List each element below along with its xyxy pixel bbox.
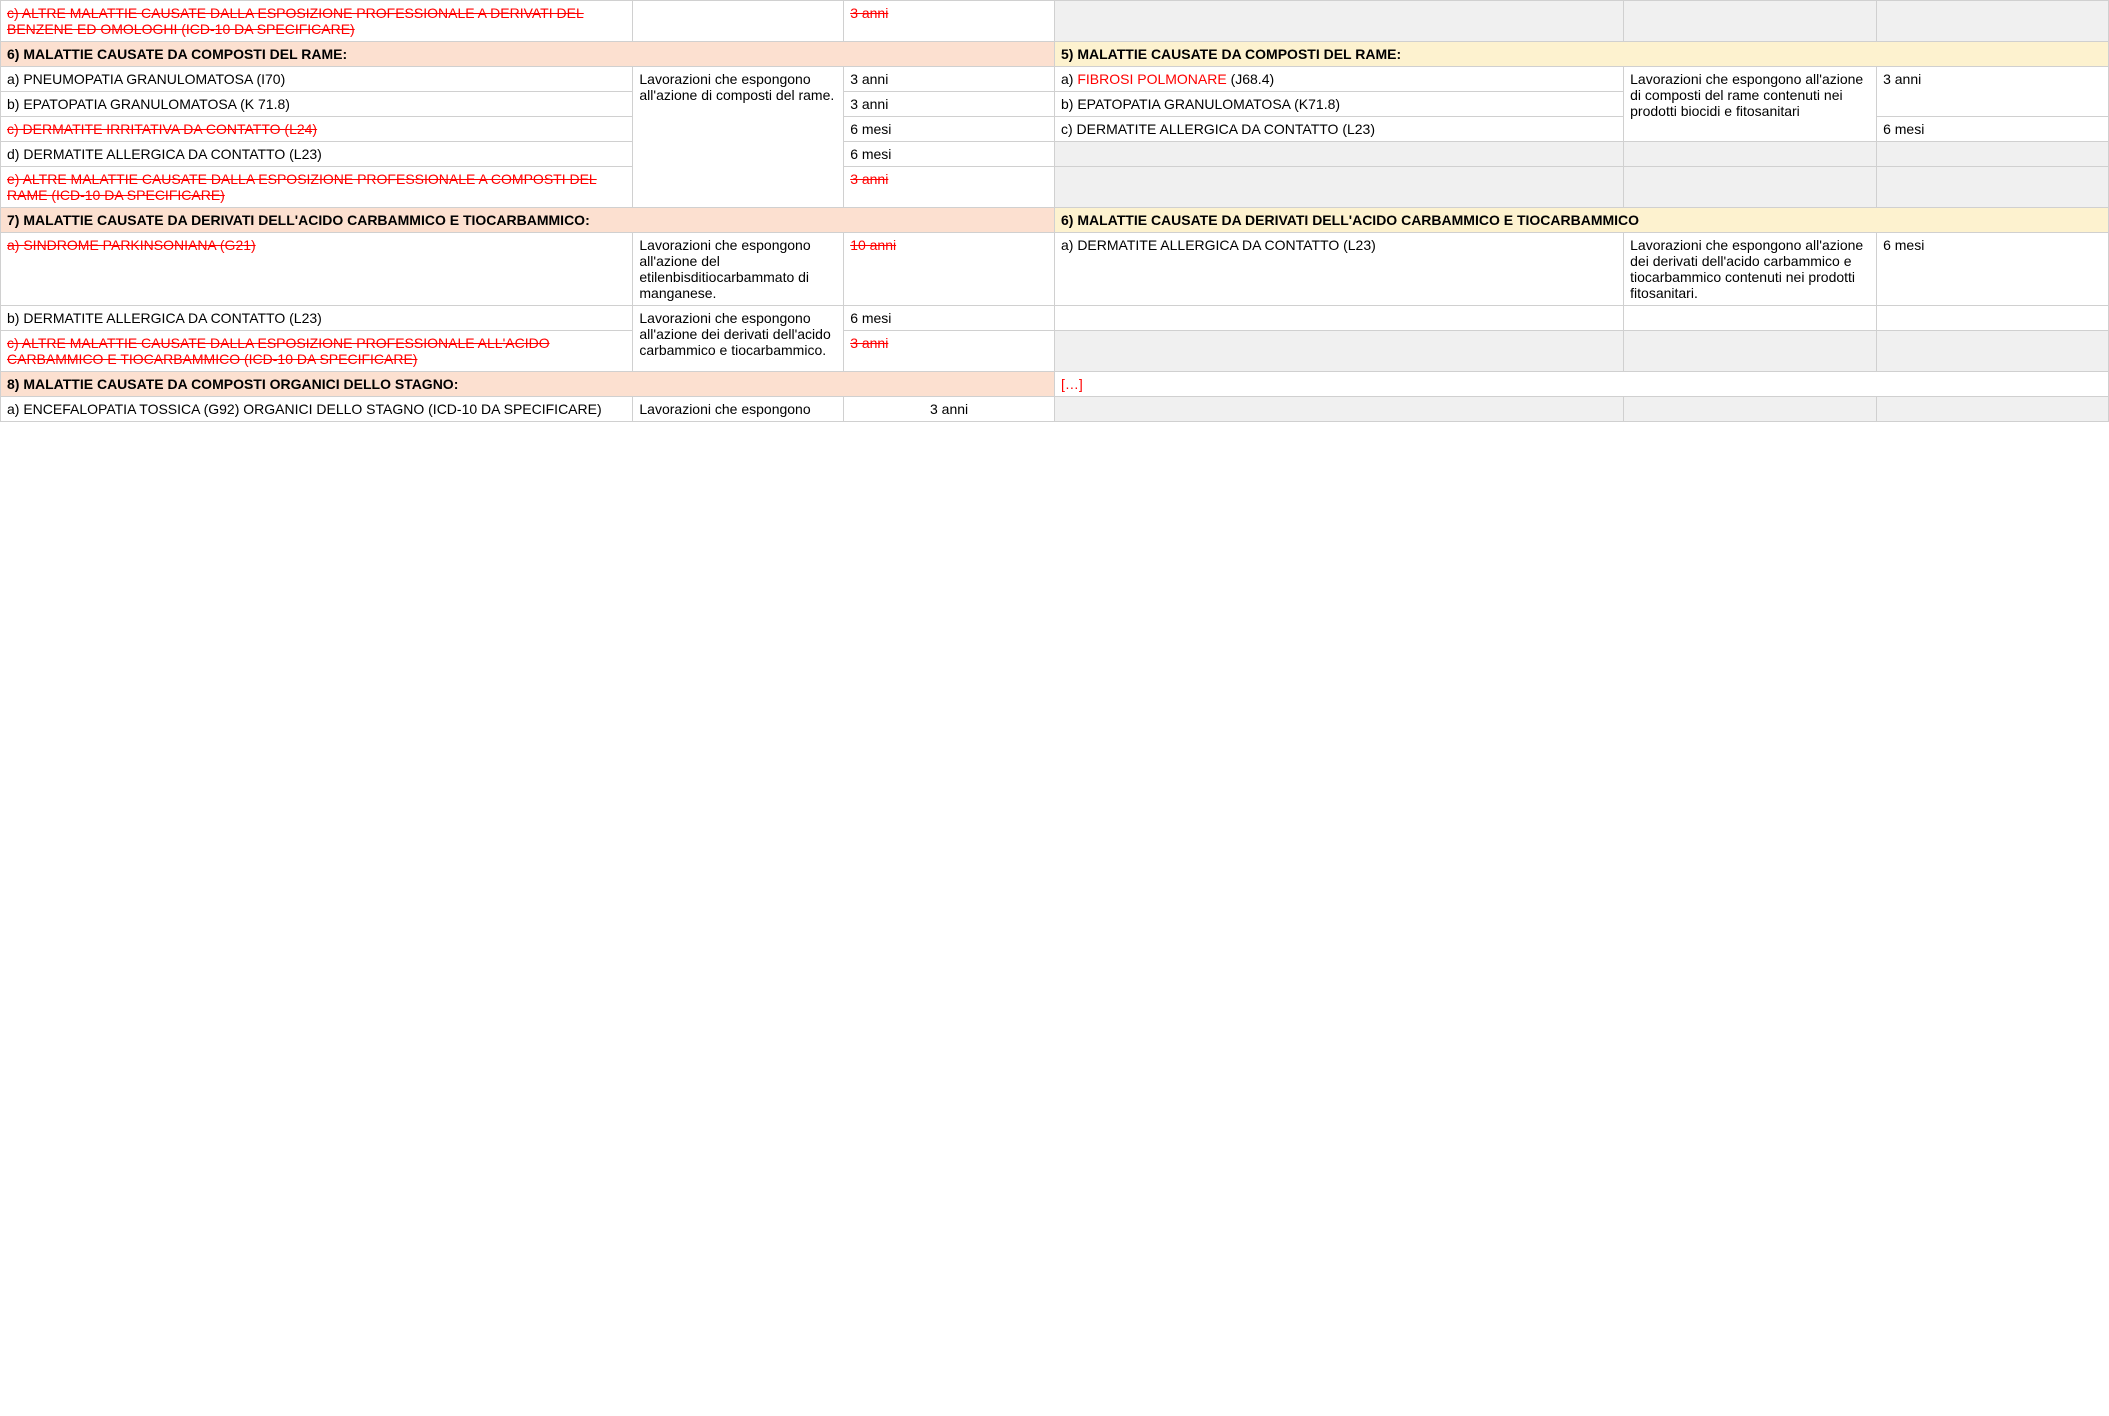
cell-work: Lavorazioni che espongono xyxy=(633,397,844,422)
cell-work: Lavorazioni che espongono all'azione dei… xyxy=(633,306,844,372)
cell-duration-right: 3 anni xyxy=(1877,67,2109,117)
cell-disease-right: b) EPATOPATIA GRANULOMATOSA (K71.8) xyxy=(1054,92,1623,117)
cell-duration-right: 6 mesi xyxy=(1877,117,2109,142)
table-row: e) ALTRE MALATTIE CAUSATE DALLA ESPOSIZI… xyxy=(1,167,2109,208)
table-row: a) ENCEFALOPATIA TOSSICA (G92) ORGANICI … xyxy=(1,397,2109,422)
text-strike: a) SINDROME PARKINSONIANA (G21) xyxy=(7,237,256,253)
table-row: d) DERMATITE ALLERGICA DA CONTATTO (L23)… xyxy=(1,142,2109,167)
cell-empty-grey xyxy=(1624,167,1877,208)
cell-disease-right: a) FIBROSI POLMONARE (J68.4) xyxy=(1054,67,1623,92)
cell-duration: 6 mesi xyxy=(844,117,1055,142)
section-header-row: 8) MALATTIE CAUSATE DA COMPOSTI ORGANICI… xyxy=(1,372,2109,397)
text-strike: c) DERMATITE IRRITATIVA DA CONTATTO (L24… xyxy=(7,121,317,137)
cell-empty xyxy=(1877,306,2109,331)
cell-empty-grey xyxy=(1624,397,1877,422)
cell-disease: d) DERMATITE ALLERGICA DA CONTATTO (L23) xyxy=(1,142,633,167)
cell-disease: a) SINDROME PARKINSONIANA (G21) xyxy=(1,233,633,306)
cell-duration: 3 anni xyxy=(844,92,1055,117)
cell-disease: e) ALTRE MALATTIE CAUSATE DALLA ESPOSIZI… xyxy=(1,167,633,208)
cell-empty-grey xyxy=(1054,167,1623,208)
section-header-row: 7) MALATTIE CAUSATE DA DERIVATI DELL'ACI… xyxy=(1,208,2109,233)
cell-disease: b) EPATOPATIA GRANULOMATOSA (K 71.8) xyxy=(1,92,633,117)
cell-empty-grey xyxy=(1054,142,1623,167)
cell-duration: 6 mesi xyxy=(844,306,1055,331)
cell-disease: c) ALTRE MALATTIE CAUSATE DALLA ESPOSIZI… xyxy=(1,1,633,42)
section-ellipsis: […] xyxy=(1054,372,2108,397)
cell-disease-right: c) DERMATITE ALLERGICA DA CONTATTO (L23) xyxy=(1054,117,1623,142)
cell-duration: 3 anni xyxy=(844,167,1055,208)
cell-empty-grey xyxy=(1877,331,2109,372)
cell-empty xyxy=(1624,306,1877,331)
cell-duration: 3 anni xyxy=(844,1,1055,42)
cell-disease: c) ALTRE MALATTIE CAUSATE DALLA ESPOSIZI… xyxy=(1,331,633,372)
text: a) xyxy=(1061,71,1077,87)
cell-duration: 6 mesi xyxy=(844,142,1055,167)
section-header-row: 6) MALATTIE CAUSATE DA COMPOSTI DEL RAME… xyxy=(1,42,2109,67)
cell-duration: 10 anni xyxy=(844,233,1055,306)
cell-work-right: Lavorazioni che espongono all'azione di … xyxy=(1624,67,1877,142)
table-row: a) PNEUMOPATIA GRANULOMATOSA (I70) Lavor… xyxy=(1,67,2109,92)
section-header-right: 6) MALATTIE CAUSATE DA DERIVATI DELL'ACI… xyxy=(1054,208,2108,233)
table-row: a) SINDROME PARKINSONIANA (G21) Lavorazi… xyxy=(1,233,2109,306)
text-strike: c) ALTRE MALATTIE CAUSATE DALLA ESPOSIZI… xyxy=(7,5,584,37)
cell-empty-grey xyxy=(1054,1,1623,42)
table-row: c) ALTRE MALATTIE CAUSATE DALLA ESPOSIZI… xyxy=(1,331,2109,372)
cell-duration-right: 6 mesi xyxy=(1877,233,2109,306)
cell-empty xyxy=(633,1,844,42)
text-red: […] xyxy=(1061,376,1083,392)
cell-duration: 3 anni xyxy=(844,67,1055,92)
text-strike: 10 anni xyxy=(850,237,896,253)
text-strike: 3 anni xyxy=(850,171,888,187)
section-header-left: 6) MALATTIE CAUSATE DA COMPOSTI DEL RAME… xyxy=(1,42,1055,67)
cell-empty-grey xyxy=(1877,397,2109,422)
text-strike: 3 anni xyxy=(850,335,888,351)
table-row: c) ALTRE MALATTIE CAUSATE DALLA ESPOSIZI… xyxy=(1,1,2109,42)
cell-empty xyxy=(1054,306,1623,331)
cell-disease: a) PNEUMOPATIA GRANULOMATOSA (I70) xyxy=(1,67,633,92)
cell-empty-grey xyxy=(1624,331,1877,372)
text-strike: c) ALTRE MALATTIE CAUSATE DALLA ESPOSIZI… xyxy=(7,335,550,367)
section-header-left: 8) MALATTIE CAUSATE DA COMPOSTI ORGANICI… xyxy=(1,372,1055,397)
cell-work: Lavorazioni che espongono all'azione di … xyxy=(633,67,844,208)
cell-disease-right: a) DERMATITE ALLERGICA DA CONTATTO (L23) xyxy=(1054,233,1623,306)
cell-empty-grey xyxy=(1054,331,1623,372)
text-red: FIBROSI POLMONARE xyxy=(1077,71,1226,87)
cell-empty-grey xyxy=(1624,142,1877,167)
cell-work: Lavorazioni che espongono all'azione del… xyxy=(633,233,844,306)
cell-empty-grey xyxy=(1877,142,2109,167)
cell-empty-grey xyxy=(1877,1,2109,42)
comparison-table: c) ALTRE MALATTIE CAUSATE DALLA ESPOSIZI… xyxy=(0,0,2109,422)
cell-empty-grey xyxy=(1877,167,2109,208)
cell-work-right: Lavorazioni che espongono all'azione dei… xyxy=(1624,233,1877,306)
cell-duration: 3 anni xyxy=(844,331,1055,372)
text-strike: e) ALTRE MALATTIE CAUSATE DALLA ESPOSIZI… xyxy=(7,171,597,203)
cell-duration: 3 anni xyxy=(844,397,1055,422)
section-header-right: 5) MALATTIE CAUSATE DA COMPOSTI DEL RAME… xyxy=(1054,42,2108,67)
cell-disease: a) ENCEFALOPATIA TOSSICA (G92) ORGANICI … xyxy=(1,397,633,422)
cell-empty-grey xyxy=(1624,1,1877,42)
cell-disease: c) DERMATITE IRRITATIVA DA CONTATTO (L24… xyxy=(1,117,633,142)
cell-disease: b) DERMATITE ALLERGICA DA CONTATTO (L23) xyxy=(1,306,633,331)
cell-empty-grey xyxy=(1054,397,1623,422)
section-header-left: 7) MALATTIE CAUSATE DA DERIVATI DELL'ACI… xyxy=(1,208,1055,233)
text-strike: 3 anni xyxy=(850,5,888,21)
table-row: b) DERMATITE ALLERGICA DA CONTATTO (L23)… xyxy=(1,306,2109,331)
text: (J68.4) xyxy=(1227,71,1274,87)
